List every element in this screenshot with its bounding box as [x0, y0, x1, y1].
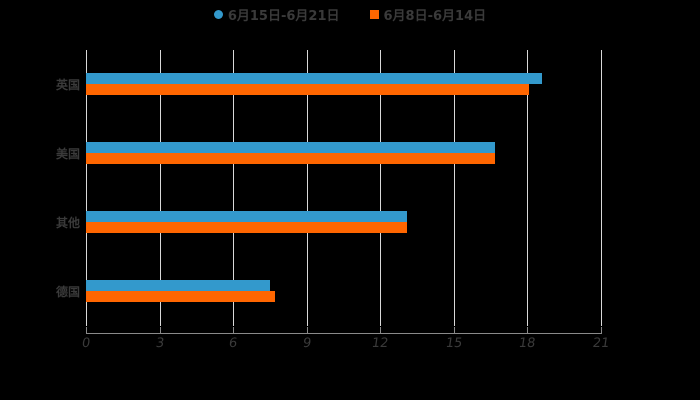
- bar-series-1[interactable]: [86, 73, 542, 84]
- bar-series-1[interactable]: [86, 142, 496, 153]
- y-axis-category-label: 其他: [55, 216, 80, 230]
- gridline: [380, 50, 381, 326]
- x-axis-tick: [601, 327, 602, 334]
- gridline: [307, 50, 308, 326]
- x-axis-tick-label: 0: [80, 336, 92, 351]
- x-axis-tick: [86, 327, 87, 334]
- gridline: [527, 50, 528, 326]
- x-axis-line: [86, 333, 601, 334]
- x-axis-tick-label: 12: [370, 336, 390, 351]
- bar-series-1[interactable]: [86, 211, 407, 222]
- bar-series-2[interactable]: [86, 84, 530, 95]
- x-axis-tick: [380, 327, 381, 334]
- x-axis-tick-label: 15: [444, 336, 464, 351]
- x-axis-tick-label: 21: [591, 336, 611, 351]
- x-axis-tick: [233, 327, 234, 334]
- bar-value-label: 18.6: [545, 72, 571, 85]
- legend-label: 6月15日-6月21日: [227, 8, 340, 24]
- bar-value-label: 13.1: [410, 210, 436, 223]
- legend-item-series-1[interactable]: 6月15日-6月21日: [213, 5, 340, 24]
- legend-square-icon: [369, 9, 379, 19]
- legend-item-series-2[interactable]: 6月8日-6月14日: [369, 5, 487, 24]
- bar-series-2[interactable]: [86, 222, 407, 233]
- x-axis-tick: [307, 327, 308, 334]
- legend-circle-icon: [213, 9, 223, 19]
- x-axis-tick-label: 6: [227, 336, 239, 351]
- bar-value-label: 16.7: [499, 152, 524, 165]
- chart-legend: 6月15日-6月21日 6月8日-6月14日: [0, 4, 700, 24]
- bar-value-label: 7.5: [273, 279, 292, 292]
- x-axis-tick-label: 9: [301, 336, 313, 351]
- bar-value-label: 16.7: [499, 141, 524, 154]
- bar-series-2[interactable]: [86, 153, 496, 164]
- gridline: [233, 50, 234, 326]
- gridline: [160, 50, 161, 326]
- bar-series-1[interactable]: [86, 280, 270, 291]
- gridline: [86, 50, 87, 326]
- x-axis-tick: [454, 327, 455, 334]
- gridline: [454, 50, 455, 326]
- bar-series-2[interactable]: [86, 291, 275, 302]
- y-axis-category-label: 美国: [55, 147, 80, 161]
- x-axis-tick: [160, 327, 161, 334]
- bar-value-label: 18.1: [533, 83, 558, 96]
- y-axis-category-label: 英国: [55, 78, 80, 92]
- legend-label: 6月8日-6月14日: [383, 8, 487, 24]
- bar-value-label: 7.7: [278, 290, 297, 303]
- x-axis-tick-label: 3: [154, 336, 166, 351]
- x-axis-tick: [527, 327, 528, 334]
- x-axis-tick-label: 18: [517, 336, 537, 351]
- gridline: [601, 50, 602, 326]
- bar-value-label: 13.1: [410, 221, 436, 234]
- y-axis-category-label: 德国: [55, 285, 80, 299]
